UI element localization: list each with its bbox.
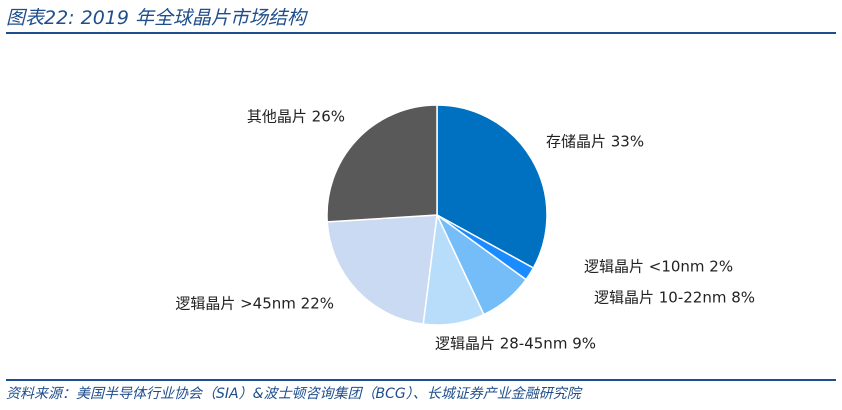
source-note: 资料来源：美国半导体行业协会（SIA）&波士顿咨询集团（BCG）、长城证券产业金… — [6, 386, 581, 402]
pie-slice-label: 逻辑晶片 <10nm 2% — [584, 258, 733, 276]
pie-slice — [326, 104, 438, 223]
pie-slice-label: 逻辑晶片 28-45nm 9% — [435, 335, 596, 353]
figure-header: 图表22: 2019 年全球晶片市场结构 — [6, 4, 836, 34]
pie-chart: 存储晶片 33% 逻辑晶片 <10nm 2% 逻辑晶片 10-22nm 8% 逻辑晶片… — [175, 104, 755, 353]
pie-slice — [436, 104, 548, 269]
figure-title: 图表22: 2019 年全球晶片市场结构 — [6, 7, 307, 29]
pie-chart-area: 存储晶片 33% 逻辑晶片 <10nm 2% 逻辑晶片 10-22nm 8% 逻辑晶片… — [0, 36, 842, 376]
pie-slice — [326, 214, 438, 325]
figure-footer: 资料来源：美国半导体行业协会（SIA）&波士顿咨询集团（BCG）、长城证券产业金… — [6, 379, 836, 407]
pie-slice-label: 逻辑晶片 10-22nm 8% — [594, 289, 755, 307]
pie-slice-label: 逻辑晶片 >45nm 22% — [175, 295, 334, 313]
pie-labels: 存储晶片 33% 逻辑晶片 <10nm 2% 逻辑晶片 10-22nm 8% 逻辑晶片… — [175, 108, 755, 353]
pie-slice-label: 其他晶片 26% — [247, 108, 345, 126]
pie-slice-label: 存储晶片 33% — [546, 133, 644, 151]
pie-slices — [326, 104, 548, 326]
